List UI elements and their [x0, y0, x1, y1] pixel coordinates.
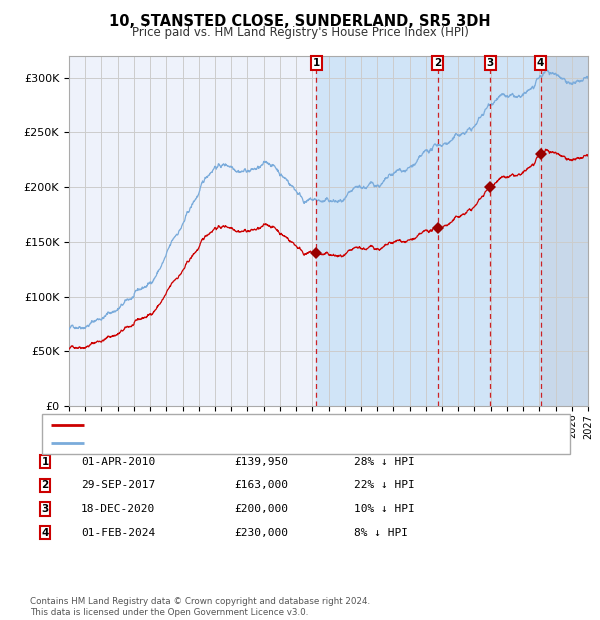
- Text: £163,000: £163,000: [234, 480, 288, 490]
- Text: 3: 3: [41, 504, 49, 514]
- Text: £139,950: £139,950: [234, 457, 288, 467]
- Text: 4: 4: [537, 58, 544, 68]
- Text: Price paid vs. HM Land Registry's House Price Index (HPI): Price paid vs. HM Land Registry's House …: [131, 26, 469, 39]
- Text: HPI: Average price, detached house, Sunderland: HPI: Average price, detached house, Sund…: [89, 438, 354, 448]
- Text: 4: 4: [41, 528, 49, 538]
- Text: 18-DEC-2020: 18-DEC-2020: [81, 504, 155, 514]
- Text: Contains HM Land Registry data © Crown copyright and database right 2024.
This d: Contains HM Land Registry data © Crown c…: [30, 598, 370, 617]
- Text: 22% ↓ HPI: 22% ↓ HPI: [354, 480, 415, 490]
- Text: 8% ↓ HPI: 8% ↓ HPI: [354, 528, 408, 538]
- Text: 2: 2: [41, 480, 49, 490]
- Text: 1: 1: [41, 457, 49, 467]
- Bar: [316, 56, 541, 406]
- Text: 29-SEP-2017: 29-SEP-2017: [81, 480, 155, 490]
- Text: £230,000: £230,000: [234, 528, 288, 538]
- Text: 10, STANSTED CLOSE, SUNDERLAND, SR5 3DH: 10, STANSTED CLOSE, SUNDERLAND, SR5 3DH: [109, 14, 491, 29]
- Text: 01-APR-2010: 01-APR-2010: [81, 457, 155, 467]
- Bar: [541, 56, 588, 406]
- Text: 1: 1: [313, 58, 320, 68]
- Text: £200,000: £200,000: [234, 504, 288, 514]
- Text: 10% ↓ HPI: 10% ↓ HPI: [354, 504, 415, 514]
- Text: 3: 3: [487, 58, 494, 68]
- Text: 01-FEB-2024: 01-FEB-2024: [81, 528, 155, 538]
- Text: 28% ↓ HPI: 28% ↓ HPI: [354, 457, 415, 467]
- Text: 10, STANSTED CLOSE, SUNDERLAND, SR5 3DH (detached house): 10, STANSTED CLOSE, SUNDERLAND, SR5 3DH …: [89, 420, 445, 430]
- Text: 2: 2: [434, 58, 442, 68]
